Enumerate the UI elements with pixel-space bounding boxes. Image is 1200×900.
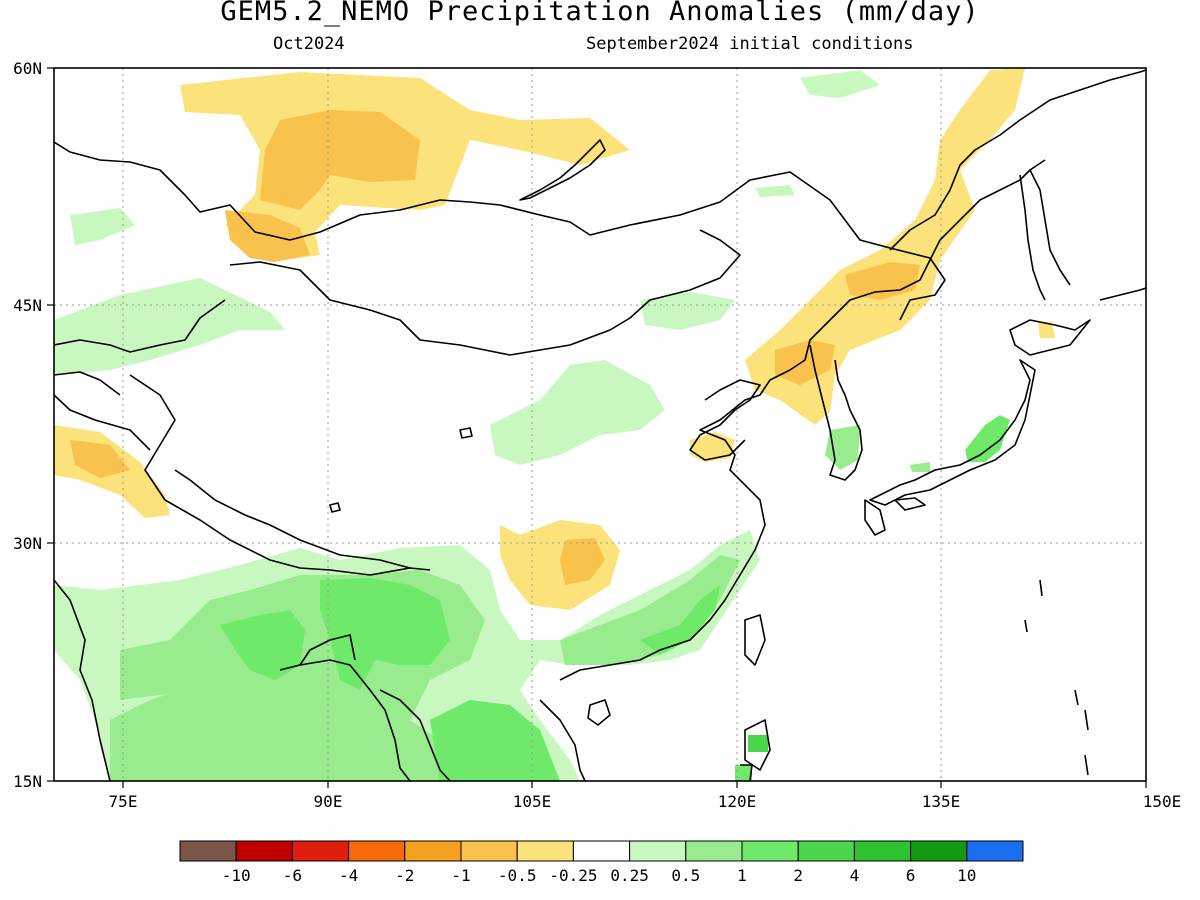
- colorbar-swatch: [179, 840, 237, 862]
- lon-label-90e: 90E: [314, 792, 343, 811]
- colorbar-label: -4: [339, 866, 358, 885]
- colorbar-swatch: [797, 840, 855, 862]
- wet-region-alaska-style: [800, 70, 880, 98]
- dry-core-siberia: [260, 110, 420, 210]
- wet-region-kyushu: [910, 462, 930, 472]
- wet-region-kazakh: [54, 278, 285, 375]
- tick-marks: [47, 67, 1147, 788]
- colorbar-swatch: [853, 840, 912, 862]
- dry-region-shandong: [690, 432, 735, 462]
- wet-mid-south-asia: [110, 570, 560, 781]
- valid-month: Oct2024: [273, 34, 345, 54]
- lat-label-45n: 45N: [13, 296, 42, 315]
- dry-core-manchuria: [845, 262, 920, 300]
- colorbar-label: 0.5: [671, 866, 700, 885]
- lon-label-135e: 135E: [922, 792, 961, 811]
- wet-region-japan: [965, 415, 1010, 462]
- colorbar-swatch: [348, 840, 406, 862]
- wet-strong-myanmar: [320, 578, 450, 690]
- colorbar-label: -10: [222, 866, 251, 885]
- colorbar-label: 4: [850, 866, 860, 885]
- wet-strong-southcoast: [640, 585, 720, 655]
- latitude-labels: 60N 45N 30N 15N: [13, 59, 42, 791]
- colorbar-swatch: [235, 840, 293, 862]
- lon-label-105e: 105E: [513, 792, 552, 811]
- anomaly-field: [54, 68, 1055, 781]
- wet-mid-south-china: [560, 555, 740, 665]
- wet-region-aral: [70, 208, 135, 245]
- colorbar-label: 0.25: [610, 866, 649, 885]
- wet-region-luzon: [748, 735, 768, 752]
- colorbar-swatch: [910, 840, 968, 862]
- colorbar-swatch: [291, 840, 350, 862]
- colorbar-swatch: [460, 840, 518, 862]
- colorbar-label: 10: [957, 866, 976, 885]
- dry-core-liaoning: [775, 340, 835, 385]
- colorbar-label: 1: [737, 866, 747, 885]
- wet-region-luzon-south: [735, 765, 752, 781]
- colorbar-label: -6: [283, 866, 302, 885]
- colorbar-label: -2: [395, 866, 414, 885]
- dry-spot-japan-north: [1038, 322, 1055, 338]
- colorbar-swatch: [572, 840, 631, 862]
- wet-strong-bengal: [220, 610, 305, 680]
- longitude-labels: 75E 90E 105E 120E 135E 150E: [109, 792, 1182, 811]
- colorbar-swatch: [516, 840, 574, 862]
- wet-strong-indochina: [430, 700, 560, 781]
- dry-region-sichuan: [500, 520, 620, 610]
- colorbar-label: 6: [906, 866, 916, 885]
- lat-label-15n: 15N: [13, 772, 42, 791]
- wet-region-loess: [490, 360, 665, 465]
- colorbar: -10 -6 -4 -2 -1 -0.5 -0.25 0.25 0.5 1 2 4 6 10: [179, 840, 1024, 885]
- lon-label-75e: 75E: [109, 792, 138, 811]
- wet-region-korea: [825, 425, 860, 470]
- dry-core-sichuan: [560, 538, 605, 585]
- colorbar-label: 2: [793, 866, 803, 885]
- colorbar-label: -0.5: [498, 866, 537, 885]
- map-title: GEM5.2_NEMO Precipitation Anomalies (mm/…: [220, 0, 980, 27]
- colorbar-swatch: [404, 840, 462, 862]
- initial-conditions: September2024 initial conditions: [586, 34, 914, 54]
- colorbar-swatch: [966, 840, 1024, 862]
- lon-label-120e: 120E: [718, 792, 757, 811]
- plot-frame: [53, 67, 1147, 782]
- colorbar-label: -0.25: [549, 866, 597, 885]
- lat-label-30n: 30N: [13, 534, 42, 553]
- colorbar-label: -1: [451, 866, 470, 885]
- wet-region-yinshan: [755, 185, 795, 197]
- colorbar-swatch: [741, 840, 799, 862]
- dry-core-karakoram: [70, 440, 130, 478]
- lon-label-150e: 150E: [1143, 792, 1182, 811]
- wet-region-gobi: [640, 292, 735, 330]
- coastlines-borders: [54, 69, 1146, 781]
- lat-label-60n: 60N: [13, 59, 42, 78]
- colorbar-swatch: [629, 840, 687, 862]
- colorbar-swatch: [685, 840, 743, 862]
